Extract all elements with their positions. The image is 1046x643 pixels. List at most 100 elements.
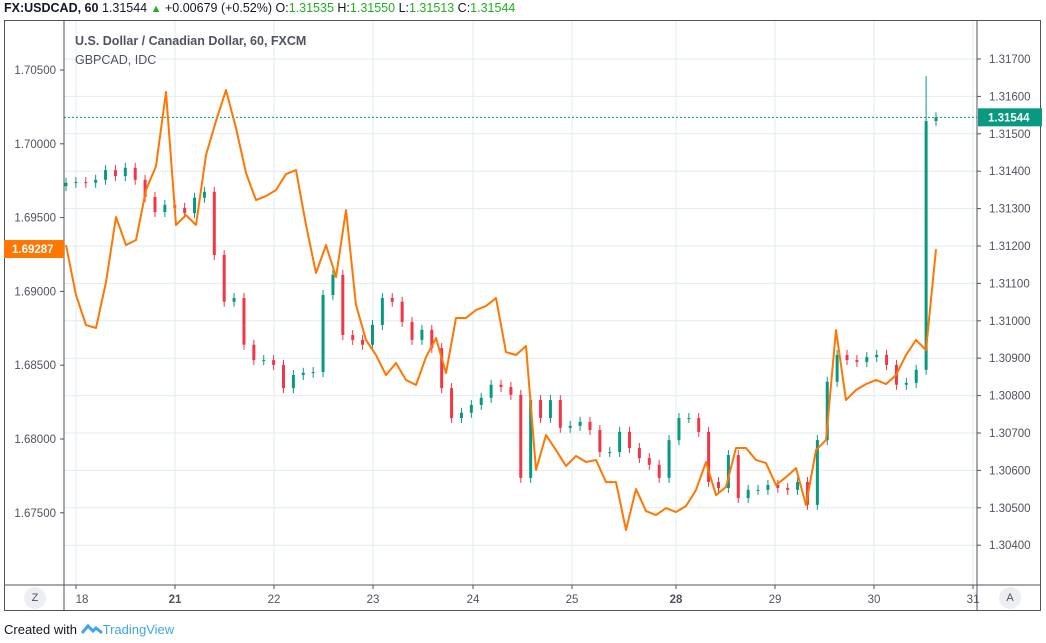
time-axis-label: 25 xyxy=(566,594,579,606)
candle-up xyxy=(64,182,68,187)
price-labels: 1.31544 1.69287 xyxy=(4,108,1042,259)
zoom-reset-button[interactable]: Z xyxy=(24,587,46,609)
candle-up xyxy=(865,357,869,362)
candle-up xyxy=(875,354,879,358)
auto-scale-button[interactable]: A xyxy=(999,587,1021,609)
compare-series-title: GBPCAD, IDC xyxy=(75,53,157,67)
candle-down xyxy=(282,364,285,389)
left-axis-label: 1.68000 xyxy=(14,434,56,446)
high-value: 1.31550 xyxy=(349,1,396,15)
time-axis-label: 29 xyxy=(769,594,782,606)
candle-up xyxy=(459,412,463,419)
right-axis-label: 1.31400 xyxy=(989,166,1031,178)
candle-down xyxy=(440,348,444,389)
tradingview-link[interactable]: TradingView xyxy=(102,622,175,637)
right-axis-label: 1.31500 xyxy=(989,129,1031,141)
right-axis-label: 1.30500 xyxy=(989,503,1031,515)
right-axis-label: 1.31700 xyxy=(989,54,1031,66)
candle-up xyxy=(904,382,908,385)
candle-up xyxy=(914,369,918,383)
candle-up xyxy=(123,167,127,177)
candle-down xyxy=(430,329,434,349)
candle-down xyxy=(885,354,889,365)
left-axis-label: 1.70500 xyxy=(14,65,56,77)
symbol-header: FX:USDCAD, 60 1.31544 ▲ +0.00679 (+0.52%… xyxy=(4,1,515,15)
footer: Created with TradingView xyxy=(4,622,174,637)
candle-up xyxy=(667,440,671,478)
candle-up xyxy=(331,274,335,295)
candle-down xyxy=(637,447,641,459)
main-series-title: U.S. Dollar / Canadian Dollar, 60, FXCM xyxy=(75,34,307,48)
time-axis-label: 23 xyxy=(367,594,380,606)
candle-down xyxy=(707,431,711,482)
candle-up xyxy=(548,400,552,419)
candle-up xyxy=(726,455,730,488)
left-axis-label: 1.67500 xyxy=(14,508,56,520)
candle-down xyxy=(113,170,117,177)
candle-down xyxy=(519,394,523,478)
low-label: L: xyxy=(398,1,409,15)
candle-down xyxy=(628,431,632,448)
gbpcad-line xyxy=(65,89,937,532)
candle-down xyxy=(84,182,88,184)
open-label: O: xyxy=(275,1,289,15)
candle-up xyxy=(529,400,533,478)
candle-down xyxy=(242,297,246,345)
candle-down xyxy=(647,458,651,465)
right-axis-label: 1.31300 xyxy=(989,204,1031,216)
tradingview-logo-icon xyxy=(80,622,103,637)
candle-up xyxy=(74,182,78,184)
time-axis-label: 30 xyxy=(868,594,881,606)
candle-down xyxy=(450,388,454,419)
right-axis-label: 1.30600 xyxy=(989,465,1031,477)
right-axis-label: 1.30800 xyxy=(989,391,1031,403)
right-axis-label: 1.30400 xyxy=(989,540,1031,552)
candle-up xyxy=(301,372,305,376)
left-axis-label: 1.69500 xyxy=(14,213,56,225)
left-axis-label: 1.69000 xyxy=(14,286,56,298)
candle-up xyxy=(835,354,839,382)
candle-up xyxy=(934,117,938,122)
candle-down xyxy=(361,339,365,345)
candle-down xyxy=(598,430,602,453)
candle-down xyxy=(776,484,780,488)
candle-down xyxy=(499,384,503,387)
time-axis-label: 22 xyxy=(268,594,281,606)
compare-price-badge xyxy=(4,240,64,259)
candle-up xyxy=(380,297,384,325)
candle-down xyxy=(133,167,137,180)
left-axis-label: 1.70000 xyxy=(14,139,56,151)
candle-up xyxy=(578,421,582,426)
candle-down xyxy=(222,254,226,302)
candle-up xyxy=(193,197,197,214)
candle-up xyxy=(370,324,374,345)
candle-down xyxy=(588,421,592,431)
last-price-badge xyxy=(978,108,1042,127)
candle-up xyxy=(489,384,493,398)
candle-down xyxy=(351,335,355,340)
candle-down xyxy=(410,321,414,340)
candle-down xyxy=(657,464,661,478)
candle-down xyxy=(183,207,187,214)
right-axis-label: 1.31600 xyxy=(989,91,1031,103)
high-label: H: xyxy=(337,1,350,15)
candle-down xyxy=(341,274,345,336)
chart-legend: U.S. Dollar / Canadian Dollar, 60, FXCM … xyxy=(75,32,306,70)
candle-up xyxy=(469,404,473,413)
price-change: +0.00679 (+0.52%) xyxy=(165,1,273,15)
candle-up xyxy=(618,431,622,453)
right-axis-label: 1.31200 xyxy=(989,241,1031,253)
candle-down xyxy=(539,400,543,419)
time-axis-label: 18 xyxy=(76,594,89,606)
last-price-badge-text: 1.31544 xyxy=(988,112,1030,124)
axes: 1.31700 1.31600 1.31500 1.31400 1.31300 1.312… xyxy=(4,21,1041,611)
candle-up xyxy=(104,170,108,180)
left-axis-label: 1.68500 xyxy=(14,360,56,372)
candle-up xyxy=(311,372,315,374)
close-label: C: xyxy=(457,1,471,15)
candle-up xyxy=(479,397,483,405)
candle-up xyxy=(815,440,819,505)
candle-up xyxy=(202,191,206,198)
candle-down xyxy=(509,386,513,395)
